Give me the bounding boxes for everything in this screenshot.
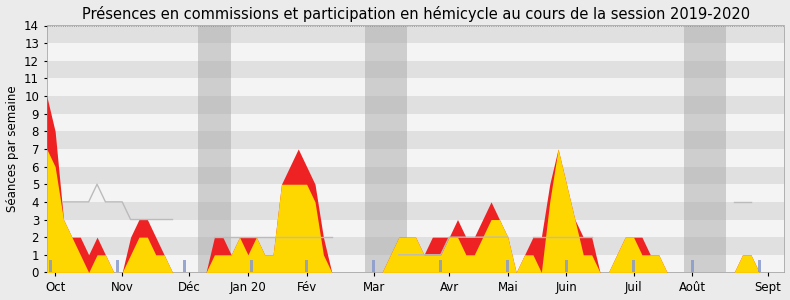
Y-axis label: Séances par semaine: Séances par semaine [6, 85, 18, 212]
Bar [632, 260, 635, 272]
Bar [47, 61, 784, 78]
Bar [47, 184, 784, 202]
Bar [758, 260, 761, 272]
Bar [365, 26, 407, 272]
Bar [47, 43, 784, 61]
Bar [182, 260, 186, 272]
Bar [305, 260, 308, 272]
Bar [47, 149, 784, 166]
Title: Présences en commissions et participation en hémicycle au cours de la session 20: Présences en commissions et participatio… [81, 6, 750, 22]
Bar [47, 96, 784, 114]
Bar [47, 167, 784, 184]
Bar [198, 26, 231, 272]
Bar [439, 260, 442, 272]
Bar [47, 220, 784, 237]
Bar [565, 260, 568, 272]
Bar [47, 114, 784, 131]
Bar [690, 260, 694, 272]
Bar [47, 26, 784, 43]
Bar [47, 131, 784, 149]
Bar [47, 202, 784, 220]
Bar [47, 237, 784, 255]
Bar [49, 260, 51, 272]
Bar [47, 78, 784, 96]
Bar [684, 26, 726, 272]
Bar [372, 260, 375, 272]
Bar [506, 260, 510, 272]
Bar [115, 260, 118, 272]
Bar [47, 255, 784, 272]
Bar [250, 260, 253, 272]
